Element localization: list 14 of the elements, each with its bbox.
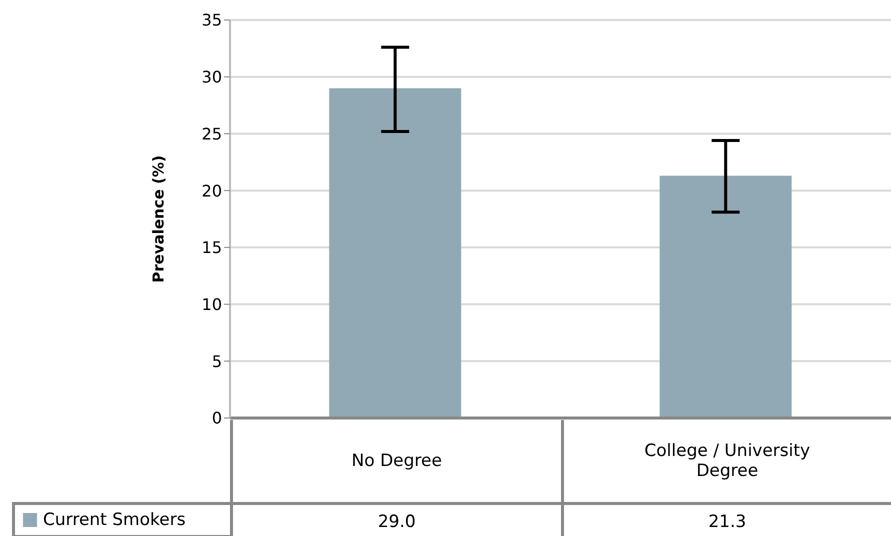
data-label: 21.3 — [560, 502, 891, 536]
y-axis-title: Prevalence (%) — [149, 155, 168, 283]
x-tick-label: College / University Degree — [643, 441, 812, 481]
y-tick-label: 0 — [212, 408, 222, 428]
legend-label: Current Smokers — [43, 510, 186, 530]
data-label: 29.0 — [230, 502, 560, 536]
y-tick-label: 20 — [202, 181, 222, 200]
y-tick-label: 30 — [202, 68, 222, 87]
y-tick-label: 25 — [202, 124, 222, 144]
y-tick-label: 35 — [202, 10, 222, 30]
y-tick-label: 15 — [202, 238, 222, 258]
y-tick-label: 10 — [202, 294, 222, 314]
y-tick-label: 5 — [212, 352, 222, 371]
x-tick-label: No Degree — [350, 451, 443, 471]
